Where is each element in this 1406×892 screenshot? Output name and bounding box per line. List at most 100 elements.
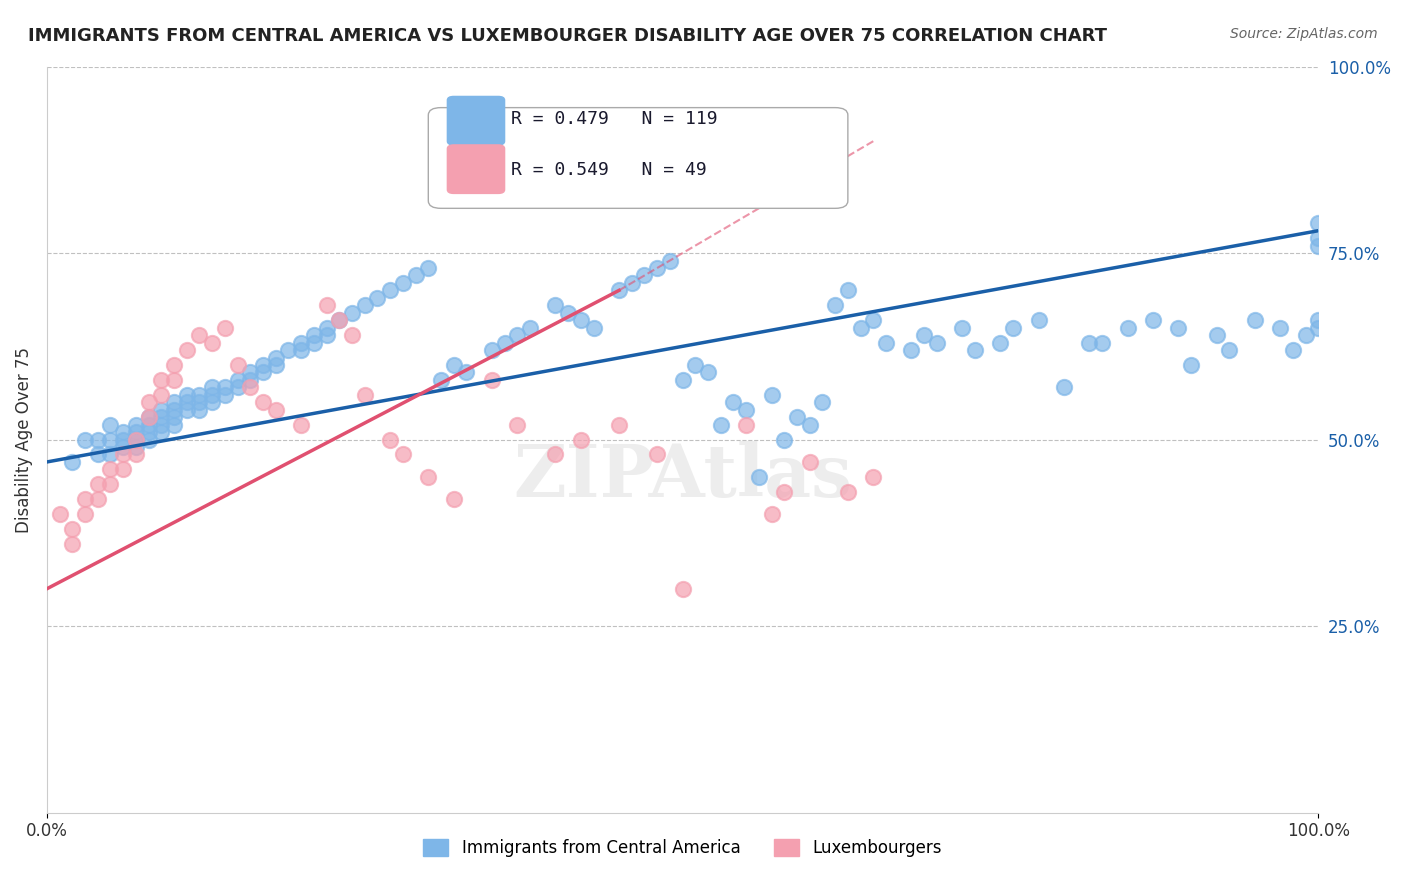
Point xyxy=(519,320,541,334)
Point xyxy=(150,402,173,417)
Point xyxy=(569,313,592,327)
Point xyxy=(340,306,363,320)
Point xyxy=(1308,238,1330,252)
Point xyxy=(506,417,529,432)
Point xyxy=(290,335,312,350)
Point xyxy=(290,343,312,357)
Point xyxy=(990,335,1012,350)
Point xyxy=(252,366,274,380)
Point xyxy=(645,260,668,275)
Point xyxy=(100,448,122,462)
Text: IMMIGRANTS FROM CENTRAL AMERICA VS LUXEMBOURGER DISABILITY AGE OVER 75 CORRELATI: IMMIGRANTS FROM CENTRAL AMERICA VS LUXEM… xyxy=(28,27,1107,45)
Point xyxy=(443,358,465,372)
Point xyxy=(925,335,948,350)
Point xyxy=(544,298,567,312)
Point xyxy=(405,268,427,283)
Point xyxy=(1205,328,1227,343)
Point xyxy=(302,328,325,343)
Point xyxy=(645,448,668,462)
Point xyxy=(1053,380,1076,394)
Point xyxy=(1218,343,1240,357)
Point xyxy=(633,268,655,283)
Point xyxy=(201,395,224,409)
Point xyxy=(87,433,110,447)
Point xyxy=(607,284,630,298)
FancyBboxPatch shape xyxy=(447,145,505,194)
Point xyxy=(201,380,224,394)
Point xyxy=(328,313,350,327)
Point xyxy=(1167,320,1189,334)
Point xyxy=(837,484,859,499)
Point xyxy=(799,417,821,432)
Point xyxy=(73,492,96,507)
Text: R = 0.479   N = 119: R = 0.479 N = 119 xyxy=(510,110,717,128)
Point xyxy=(163,417,186,432)
Point xyxy=(1308,231,1330,245)
Point xyxy=(557,306,579,320)
Point xyxy=(60,537,83,551)
FancyBboxPatch shape xyxy=(447,96,505,145)
Point xyxy=(264,402,287,417)
Point xyxy=(1078,335,1101,350)
Point xyxy=(392,448,415,462)
Point xyxy=(875,335,897,350)
Point xyxy=(569,433,592,447)
Point xyxy=(188,402,211,417)
FancyBboxPatch shape xyxy=(429,108,848,209)
Point xyxy=(125,433,148,447)
Point xyxy=(150,425,173,439)
Point xyxy=(112,440,135,454)
Point xyxy=(1180,358,1202,372)
Y-axis label: Disability Age Over 75: Disability Age Over 75 xyxy=(15,347,32,533)
Point xyxy=(811,395,834,409)
Point xyxy=(697,366,720,380)
Point xyxy=(138,433,160,447)
Point xyxy=(100,433,122,447)
Point xyxy=(125,417,148,432)
Point xyxy=(1308,216,1330,230)
Point xyxy=(277,343,299,357)
Point xyxy=(353,388,375,402)
Point xyxy=(176,395,198,409)
Point xyxy=(112,462,135,476)
Point xyxy=(163,402,186,417)
Point xyxy=(100,417,122,432)
Point xyxy=(328,313,350,327)
Point xyxy=(456,366,478,380)
Point xyxy=(226,358,249,372)
Point xyxy=(87,477,110,491)
Point xyxy=(201,335,224,350)
Point xyxy=(1091,335,1114,350)
Point xyxy=(735,417,758,432)
Point xyxy=(48,507,70,521)
Point xyxy=(900,343,922,357)
Point xyxy=(315,328,337,343)
Point xyxy=(125,433,148,447)
Point xyxy=(138,395,160,409)
Point xyxy=(481,373,503,387)
Point xyxy=(1308,313,1330,327)
Point xyxy=(239,373,262,387)
Point xyxy=(671,373,693,387)
Point xyxy=(392,276,415,290)
Point xyxy=(264,358,287,372)
Point xyxy=(1142,313,1164,327)
Point xyxy=(176,402,198,417)
Point xyxy=(226,373,249,387)
Point xyxy=(723,395,745,409)
Point xyxy=(176,343,198,357)
Point xyxy=(112,425,135,439)
Point xyxy=(125,440,148,454)
Point xyxy=(188,328,211,343)
Point xyxy=(658,253,681,268)
Point xyxy=(138,425,160,439)
Point xyxy=(264,351,287,365)
Point xyxy=(188,395,211,409)
Point xyxy=(862,313,884,327)
Point xyxy=(418,260,440,275)
Point xyxy=(494,335,516,350)
Point xyxy=(163,410,186,425)
Point xyxy=(125,425,148,439)
Point xyxy=(315,298,337,312)
Point xyxy=(150,373,173,387)
